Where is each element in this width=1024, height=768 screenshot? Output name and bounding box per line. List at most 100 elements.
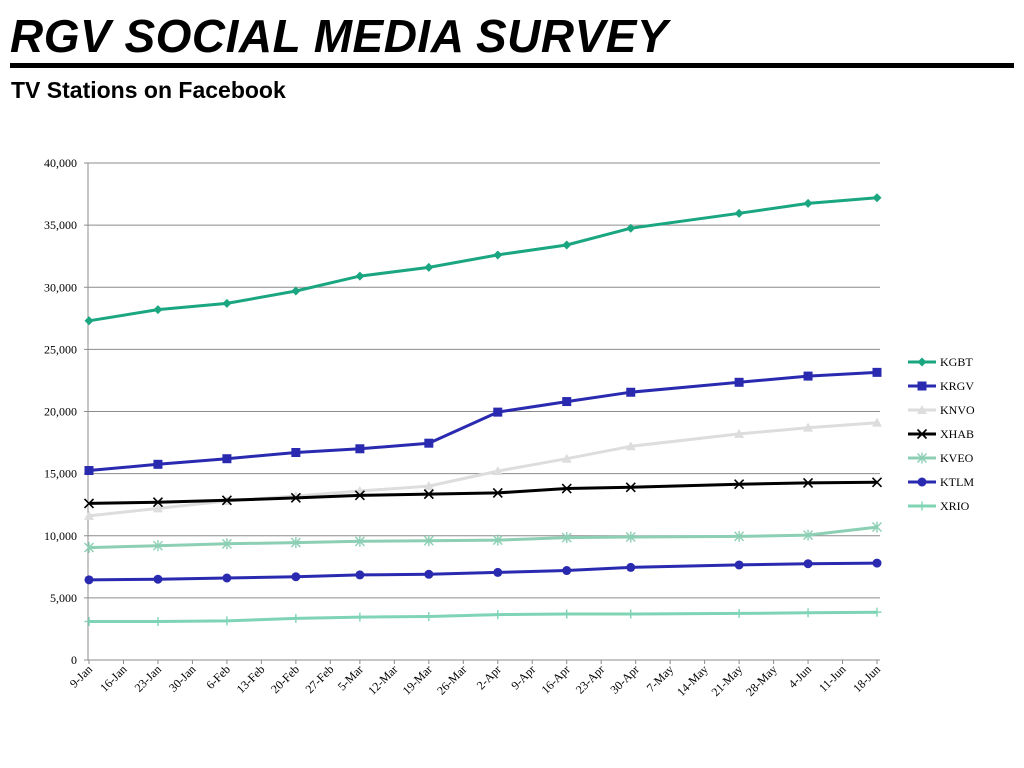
data-point-xhab bbox=[871, 477, 883, 488]
legend-item-knvo: KNVO bbox=[908, 403, 975, 417]
x-tick-label: 23-Apr bbox=[573, 662, 607, 696]
data-point-kgbt bbox=[872, 193, 882, 203]
data-point-kveo bbox=[221, 538, 232, 550]
data-point-krgv bbox=[291, 448, 301, 458]
data-point-kveo bbox=[561, 532, 572, 544]
y-tick-label: 15,000 bbox=[44, 467, 77, 481]
legend-label-ktlm: KTLM bbox=[940, 475, 974, 489]
legend-item-kgbt: KGBT bbox=[908, 355, 973, 369]
data-point-ktlm bbox=[734, 560, 744, 570]
data-point-xhab bbox=[802, 477, 814, 489]
series-line-knvo bbox=[88, 421, 878, 518]
data-point-ktlm bbox=[84, 575, 94, 585]
x-tick-label: 14-May bbox=[674, 662, 711, 699]
gridlines bbox=[88, 162, 880, 599]
legend-marker-kgbt bbox=[917, 357, 927, 367]
x-tick-label: 16-Jan bbox=[97, 662, 130, 695]
x-tick-label: 6-Feb bbox=[203, 662, 233, 692]
data-point-xrio bbox=[355, 612, 365, 622]
legend-label-kveo: KVEO bbox=[940, 451, 974, 465]
data-point-xrio bbox=[153, 616, 163, 626]
data-point-ktlm bbox=[626, 562, 636, 572]
data-point-xrio bbox=[84, 616, 94, 626]
data-point-xhab bbox=[221, 495, 232, 506]
data-point-kveo bbox=[423, 535, 434, 547]
data-point-ktlm bbox=[424, 569, 434, 579]
data-point-knvo bbox=[492, 466, 503, 476]
data-point-xhab bbox=[83, 498, 95, 509]
legend-item-krgv: KRGV bbox=[908, 379, 974, 393]
data-point-kveo bbox=[354, 535, 365, 547]
data-point-knvo bbox=[872, 417, 882, 427]
data-point-kveo bbox=[803, 529, 814, 541]
data-point-xrio bbox=[291, 613, 301, 623]
data-point-kgbt bbox=[734, 208, 744, 218]
series-line-kveo bbox=[88, 525, 878, 550]
y-tick-label: 0 bbox=[71, 653, 77, 667]
legend-marker-xrio bbox=[917, 501, 927, 511]
data-point-xrio bbox=[493, 610, 503, 620]
data-point-kveo bbox=[734, 530, 745, 542]
data-point-krgv bbox=[153, 459, 163, 469]
data-point-xhab bbox=[290, 492, 301, 503]
legend-label-xhab: XHAB bbox=[940, 427, 974, 441]
data-point-kveo bbox=[152, 540, 163, 552]
data-point-kveo bbox=[84, 542, 94, 554]
y-tick-label: 20,000 bbox=[44, 405, 77, 419]
x-tick-label: 21-May bbox=[708, 662, 745, 699]
x-tick-label: 5-Mar bbox=[335, 662, 366, 693]
y-tick-label: 40,000 bbox=[44, 156, 77, 170]
data-point-kgbt bbox=[84, 316, 94, 326]
data-point-ktlm bbox=[222, 573, 232, 583]
data-point-xrio bbox=[803, 608, 813, 618]
legend-label-knvo: KNVO bbox=[940, 403, 975, 417]
data-point-ktlm bbox=[153, 574, 163, 584]
data-point-kveo bbox=[492, 534, 503, 546]
x-tick-label: 26-Mar bbox=[434, 662, 469, 697]
data-point-kgbt bbox=[291, 286, 301, 296]
data-point-xhab bbox=[354, 490, 365, 501]
x-tick-label: 16-Apr bbox=[538, 662, 572, 696]
series-line-krgv bbox=[88, 370, 878, 472]
data-point-krgv bbox=[222, 454, 232, 464]
data-point-kgbt bbox=[493, 250, 503, 260]
y-tick-label: 35,000 bbox=[44, 218, 77, 232]
y-tick-label: 5,000 bbox=[50, 591, 77, 605]
series-line-kgbt bbox=[88, 196, 878, 323]
legend-item-xrio: XRIO bbox=[908, 499, 970, 513]
title-underline bbox=[10, 63, 1014, 68]
data-point-krgv bbox=[355, 444, 365, 454]
legend-item-kveo: KVEO bbox=[908, 451, 974, 465]
data-point-xrio bbox=[424, 612, 434, 622]
legend-label-xrio: XRIO bbox=[940, 499, 970, 513]
x-tick-label: 19-Mar bbox=[400, 662, 435, 697]
data-point-kgbt bbox=[424, 262, 434, 272]
slide-subtitle: TV Stations on Facebook bbox=[11, 77, 286, 103]
legend-marker-kveo bbox=[917, 452, 927, 464]
legend-item-ktlm: KTLM bbox=[908, 475, 974, 489]
data-point-kveo bbox=[625, 531, 636, 543]
x-tick-label: 4-Jun bbox=[785, 662, 814, 691]
data-point-xrio bbox=[562, 609, 572, 619]
data-point-krgv bbox=[803, 371, 813, 381]
series-line-xrio bbox=[89, 610, 878, 623]
x-tick-label: 23-Jan bbox=[132, 662, 165, 695]
legend-marker-ktlm bbox=[917, 477, 927, 487]
data-point-xhab bbox=[625, 482, 636, 493]
data-point-knvo bbox=[561, 453, 572, 463]
data-point-krgv bbox=[562, 397, 572, 407]
series-line-xhab bbox=[88, 480, 878, 505]
data-point-knvo bbox=[152, 503, 163, 513]
x-tick-label: 7-May bbox=[644, 662, 677, 695]
y-tick-label: 25,000 bbox=[44, 342, 77, 356]
data-point-knvo bbox=[84, 510, 94, 520]
x-tick-label: 18-Jun bbox=[850, 662, 883, 695]
data-point-krgv bbox=[493, 407, 503, 417]
data-point-xhab bbox=[734, 479, 745, 490]
x-tick-label: 30-Jan bbox=[166, 662, 199, 695]
data-point-ktlm bbox=[355, 570, 365, 580]
data-point-krgv bbox=[424, 438, 434, 448]
legend: KGBT KRGV KNVO XHAB KVEO KTLM XRIO bbox=[908, 355, 975, 513]
data-point-kgbt bbox=[355, 271, 365, 281]
